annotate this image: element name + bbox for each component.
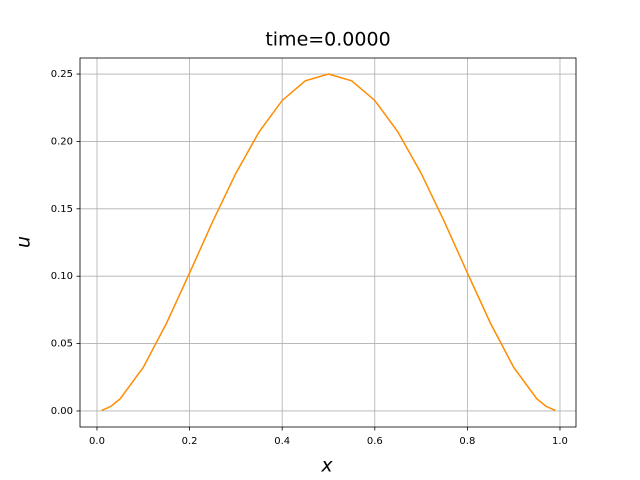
plot-frame	[79, 57, 577, 428]
y-tick-label: 0.05	[51, 339, 73, 350]
x-axis-label: x	[320, 455, 333, 477]
x-tick-label: 0.0	[89, 436, 105, 447]
y-tick-label: 0.00	[51, 406, 73, 417]
x-tick-label: 1.0	[552, 436, 568, 447]
y-tick-label: 0.20	[51, 136, 73, 147]
y-tick-label: 0.10	[51, 271, 73, 282]
x-tick-label: 0.6	[367, 436, 383, 447]
line-series	[101, 73, 556, 412]
y-axis-label: u	[13, 236, 35, 248]
y-tick-label: 0.25	[51, 69, 73, 80]
x-tick-label: 0.8	[459, 436, 475, 447]
y-tick-label: 0.15	[51, 204, 73, 215]
x-tick-label: 0.2	[182, 436, 198, 447]
x-tick-label: 0.4	[274, 436, 290, 447]
chart-title: time=0.0000	[265, 29, 390, 51]
